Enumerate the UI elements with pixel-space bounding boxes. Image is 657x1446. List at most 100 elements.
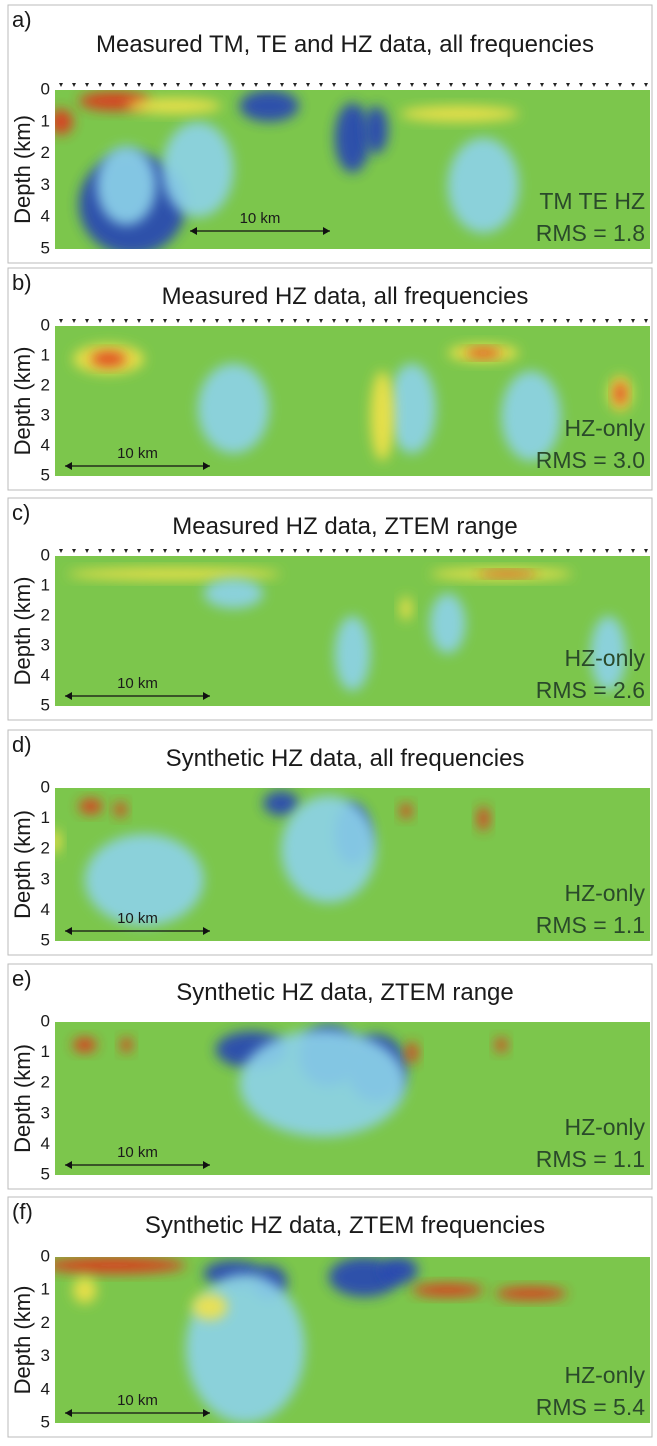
station — [319, 319, 323, 323]
station — [176, 319, 180, 323]
y-tick-label: 3 — [41, 635, 50, 654]
station — [566, 83, 570, 87]
station — [618, 319, 622, 323]
anomaly — [370, 371, 395, 461]
station — [475, 549, 479, 553]
station — [111, 83, 115, 87]
station — [553, 83, 557, 87]
station — [293, 83, 297, 87]
station — [332, 319, 336, 323]
panel-title: Synthetic HZ data, ZTEM frequencies — [145, 1212, 545, 1239]
anomaly — [55, 1257, 186, 1274]
station — [449, 319, 453, 323]
anomaly — [334, 102, 371, 173]
station — [332, 83, 336, 87]
station — [410, 83, 414, 87]
station — [488, 319, 492, 323]
anomaly — [495, 1037, 508, 1053]
anomaly — [328, 1257, 401, 1297]
station — [202, 83, 206, 87]
y-tick-label: 0 — [41, 777, 50, 796]
station — [345, 549, 349, 553]
anomaly — [96, 145, 157, 226]
station — [579, 83, 583, 87]
y-tick-label: 3 — [41, 175, 50, 194]
station — [215, 549, 219, 553]
anomaly — [614, 381, 627, 406]
station — [163, 549, 167, 553]
station — [59, 549, 63, 553]
panel-label: d) — [12, 732, 32, 757]
section-image — [55, 556, 650, 706]
station — [280, 83, 284, 87]
station — [371, 549, 375, 553]
y-tick-label: 5 — [41, 1164, 50, 1183]
y-tick-label: 4 — [41, 665, 50, 684]
station — [449, 83, 453, 87]
data-annotation: TM TE HZ — [539, 188, 645, 214]
station — [605, 83, 609, 87]
station — [553, 549, 557, 553]
data-annotation: HZ-only — [564, 1114, 645, 1140]
panel-title: Synthetic HZ data, ZTEM range — [176, 979, 513, 1006]
scale-label: 10 km — [117, 1392, 158, 1409]
rms-annotation: RMS = 5.4 — [536, 1394, 646, 1420]
station — [98, 83, 102, 87]
station — [228, 83, 232, 87]
station — [462, 319, 466, 323]
station — [137, 319, 141, 323]
station — [371, 83, 375, 87]
station — [592, 549, 596, 553]
y-tick-label: 2 — [41, 1313, 50, 1332]
panel-title: Measured TM, TE and HZ data, all frequen… — [96, 31, 594, 58]
station — [228, 319, 232, 323]
station — [423, 549, 427, 553]
station — [527, 83, 531, 87]
anomaly — [364, 105, 389, 154]
station — [592, 83, 596, 87]
station — [397, 549, 401, 553]
station — [501, 83, 505, 87]
anomaly — [281, 795, 377, 903]
station — [267, 319, 271, 323]
panel-label: c) — [12, 500, 30, 525]
panel-label: (f) — [12, 1199, 33, 1224]
anomaly — [162, 121, 234, 218]
station — [527, 319, 531, 323]
station — [85, 83, 89, 87]
station — [579, 549, 583, 553]
y-tick-label: 5 — [41, 238, 50, 257]
y-tick-label: 0 — [41, 1246, 50, 1265]
station — [124, 83, 128, 87]
station — [202, 549, 206, 553]
section-image — [55, 788, 650, 941]
station — [72, 83, 76, 87]
scale-label: 10 km — [240, 210, 281, 227]
y-tick-label: 1 — [41, 1280, 50, 1299]
station — [85, 319, 89, 323]
station — [423, 83, 427, 87]
station — [436, 319, 440, 323]
anomaly — [477, 571, 537, 577]
station — [98, 319, 102, 323]
data-annotation: HZ-only — [564, 1362, 645, 1388]
y-tick-label: 0 — [41, 315, 50, 334]
data-annotation: HZ-only — [564, 415, 645, 441]
y-tick-label: 1 — [41, 808, 50, 827]
anomaly — [501, 371, 561, 461]
y-tick-label: 2 — [41, 605, 50, 624]
station — [605, 549, 609, 553]
station — [631, 319, 635, 323]
anomaly — [406, 1041, 418, 1064]
station — [384, 319, 388, 323]
y-tick-label: 5 — [41, 695, 50, 714]
panel-frame — [7, 267, 653, 491]
anomaly — [197, 363, 270, 454]
station — [397, 83, 401, 87]
anomaly — [382, 1257, 418, 1284]
station — [267, 549, 271, 553]
y-axis-label: Depth (km) — [10, 347, 35, 456]
y-tick-label: 4 — [41, 900, 50, 919]
station — [475, 83, 479, 87]
